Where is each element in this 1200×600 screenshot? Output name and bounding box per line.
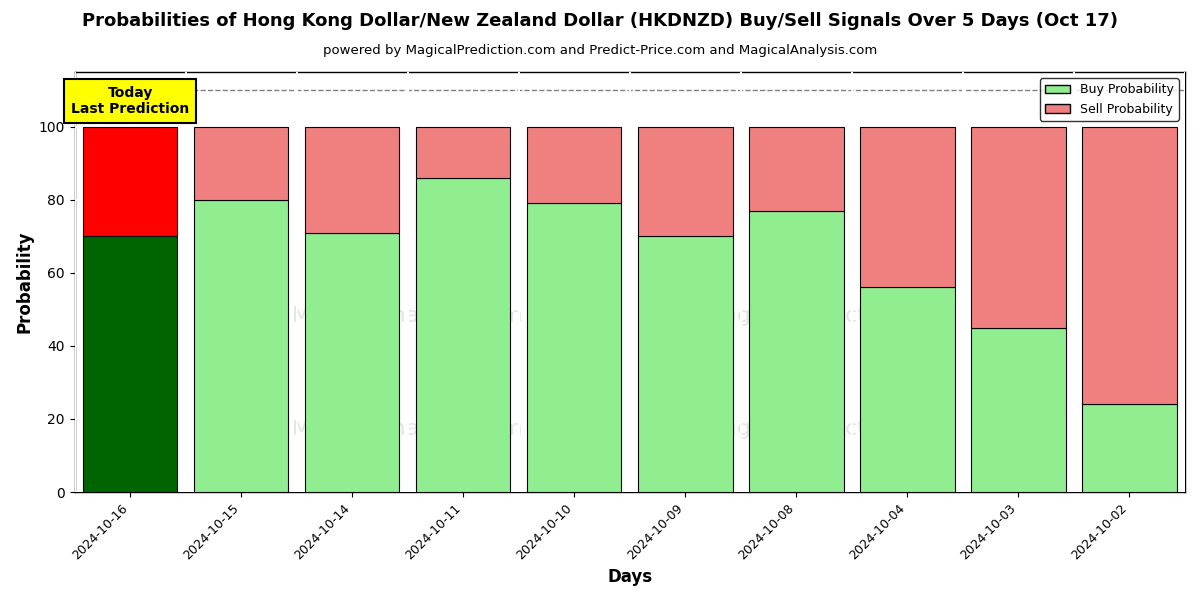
Bar	[194, 200, 288, 492]
Bar	[860, 127, 955, 287]
Bar	[305, 233, 400, 492]
Text: powered by MagicalPrediction.com and Predict-Price.com and MagicalAnalysis.com: powered by MagicalPrediction.com and Pre…	[323, 44, 877, 57]
Bar	[416, 178, 510, 492]
Text: MagicalAnalysis.com: MagicalAnalysis.com	[292, 419, 523, 439]
Bar	[305, 127, 400, 233]
Y-axis label: Probability: Probability	[16, 231, 34, 333]
Text: MagicalPrediction.com: MagicalPrediction.com	[704, 305, 955, 326]
Bar	[1082, 127, 1177, 404]
Bar	[971, 127, 1066, 328]
Text: Today
Last Prediction: Today Last Prediction	[71, 86, 190, 116]
Bar	[194, 127, 288, 200]
Bar	[416, 127, 510, 178]
Text: MagicalPrediction.com: MagicalPrediction.com	[704, 419, 955, 439]
Bar	[749, 127, 844, 211]
Bar	[527, 203, 622, 492]
Text: MagicalAnalysis.com: MagicalAnalysis.com	[292, 305, 523, 326]
Bar	[83, 127, 178, 236]
Text: Probabilities of Hong Kong Dollar/New Zealand Dollar (HKDNZD) Buy/Sell Signals O: Probabilities of Hong Kong Dollar/New Ze…	[82, 12, 1118, 30]
Bar	[749, 211, 844, 492]
Bar	[83, 236, 178, 492]
Bar	[971, 328, 1066, 492]
Bar	[527, 127, 622, 203]
Bar	[638, 127, 732, 236]
Bar	[638, 236, 732, 492]
Bar	[860, 287, 955, 492]
Legend: Buy Probability, Sell Probability: Buy Probability, Sell Probability	[1040, 78, 1178, 121]
X-axis label: Days: Days	[607, 568, 653, 586]
Bar	[1082, 404, 1177, 492]
